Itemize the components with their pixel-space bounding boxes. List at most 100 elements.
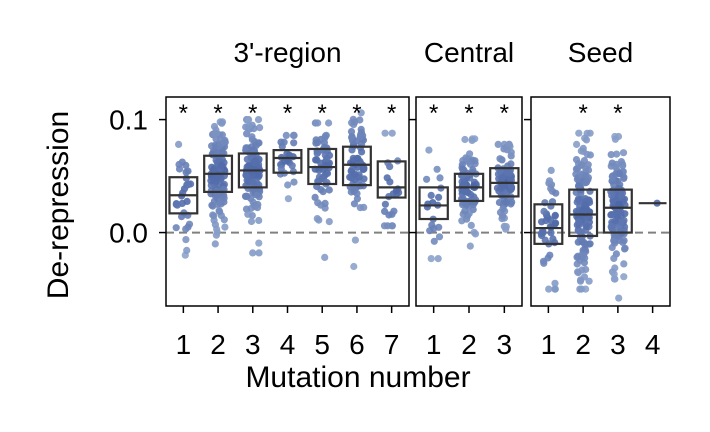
data-point — [433, 165, 441, 173]
data-point — [284, 195, 292, 203]
data-point — [549, 235, 557, 243]
data-point — [175, 165, 184, 173]
data-point — [210, 212, 218, 220]
data-point — [325, 119, 333, 127]
data-point — [241, 192, 250, 200]
panel-title: Seed — [568, 37, 633, 68]
data-point — [610, 275, 619, 283]
data-point — [545, 285, 553, 293]
box — [272, 148, 303, 174]
data-point — [182, 225, 190, 233]
data-point — [499, 182, 507, 190]
data-point — [283, 150, 291, 158]
x-tick-label: 3 — [610, 329, 626, 360]
group-6: *6 — [341, 100, 372, 360]
data-point — [579, 206, 587, 214]
data-point — [350, 262, 358, 271]
data-point — [547, 185, 555, 193]
data-point — [211, 221, 219, 229]
group-1: 1 — [533, 166, 564, 360]
data-point — [578, 161, 586, 169]
data-point — [347, 128, 356, 136]
data-point — [503, 146, 511, 154]
box — [533, 203, 564, 245]
data-point — [582, 265, 590, 274]
significance-marker: * — [500, 100, 509, 127]
data-point — [547, 166, 555, 174]
data-point — [390, 207, 398, 215]
data-point — [581, 134, 589, 142]
data-point — [356, 133, 364, 141]
box — [602, 188, 633, 234]
data-point — [220, 138, 228, 146]
x-tick-label: 2 — [210, 329, 226, 360]
data-point — [350, 200, 358, 208]
data-point — [253, 191, 261, 199]
data-point — [184, 181, 192, 189]
data-point — [249, 249, 257, 257]
data-point — [578, 228, 586, 236]
data-point — [182, 168, 190, 176]
data-point — [353, 189, 361, 198]
significance-marker: * — [387, 100, 396, 127]
data-point — [255, 239, 263, 247]
data-point — [507, 182, 515, 190]
data-point — [620, 273, 628, 281]
data-point — [540, 259, 548, 267]
data-point — [579, 144, 587, 152]
panel-frame — [530, 96, 671, 307]
data-point — [220, 194, 228, 202]
data-point — [359, 165, 367, 173]
data-point — [254, 116, 263, 124]
data-point — [284, 181, 292, 189]
data-point — [351, 170, 359, 178]
data-point — [579, 251, 588, 259]
box — [376, 160, 407, 199]
x-tick-label: 3 — [497, 329, 513, 360]
data-point — [461, 187, 469, 196]
data-point — [496, 168, 504, 176]
data-point — [356, 204, 364, 212]
data-point — [551, 279, 559, 287]
data-point — [325, 218, 333, 226]
data-point — [255, 160, 263, 169]
data-point — [427, 255, 435, 263]
data-point — [380, 222, 389, 230]
data-point — [615, 200, 623, 208]
data-point — [430, 237, 438, 245]
data-point — [218, 161, 226, 169]
data-point — [321, 134, 329, 142]
data-point — [351, 236, 359, 244]
box — [568, 188, 599, 238]
group-2: *2 — [568, 100, 599, 360]
data-point — [386, 178, 394, 186]
panel-1: Central*1*2*3 — [409, 37, 523, 360]
data-point — [576, 277, 585, 285]
significance-marker: * — [283, 100, 292, 127]
data-point — [611, 264, 619, 272]
data-point — [552, 189, 560, 197]
data-point — [358, 148, 366, 156]
data-point — [545, 177, 554, 185]
data-point — [434, 255, 442, 263]
data-point — [348, 133, 356, 142]
data-point — [467, 221, 475, 229]
x-tick-label: 6 — [349, 329, 365, 360]
data-point — [427, 191, 435, 199]
data-point — [582, 178, 591, 186]
data-point — [617, 192, 625, 200]
data-point — [461, 207, 469, 215]
group-5: *5 — [307, 100, 338, 360]
data-point — [430, 225, 438, 233]
data-point — [462, 154, 470, 162]
group-1: *1 — [168, 100, 199, 360]
data-point — [435, 193, 443, 201]
data-point — [551, 285, 559, 293]
data-point — [425, 146, 433, 154]
x-tick-label: 4 — [645, 329, 661, 360]
data-point — [282, 131, 290, 139]
data-point — [466, 242, 474, 250]
